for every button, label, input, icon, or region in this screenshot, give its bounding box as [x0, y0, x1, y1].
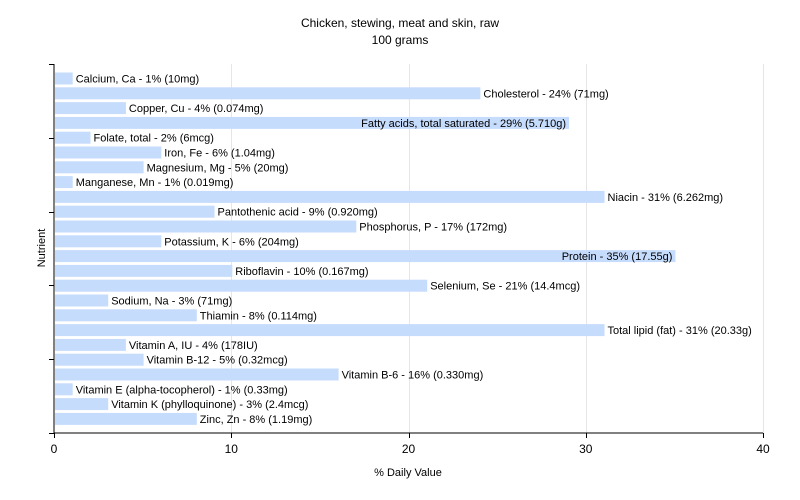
bar [55, 383, 73, 396]
bar [55, 235, 162, 248]
bar [55, 412, 197, 425]
x-axis-label: % Daily Value [374, 467, 442, 479]
bar-label: Vitamin K (phylloquinone) - 3% (2.4mcg) [111, 399, 308, 411]
bar-label: Cholesterol - 24% (71mg) [483, 88, 608, 100]
bar [55, 353, 144, 366]
bars [55, 72, 676, 425]
bar-label: Folate, total - 2% (6mcg) [94, 133, 214, 145]
bar [55, 264, 233, 277]
bar-label: Phosphorus, P - 17% (172mg) [359, 222, 507, 234]
bar-label: Potassium, K - 6% (204mg) [164, 236, 298, 248]
x-tick-label: 20 [402, 442, 416, 456]
bar [55, 72, 73, 85]
bar-label: Protein - 35% (17.55g) [562, 251, 673, 263]
bar [55, 87, 481, 100]
bar-label: Thiamin - 8% (0.114mg) [200, 310, 317, 322]
bar [55, 368, 339, 381]
bar [55, 250, 676, 263]
bar [55, 279, 428, 292]
bar [55, 294, 109, 307]
y-axis-label: Nutrient [36, 229, 48, 268]
x-tick-label: 0 [51, 442, 58, 456]
x-tick-label: 40 [756, 442, 770, 456]
bar [55, 176, 73, 189]
bar-label: Fatty acids, total saturated - 29% (5.71… [361, 118, 566, 130]
bar-label: Niacin - 31% (6.262mg) [608, 192, 724, 204]
bar-label: Pantothenic acid - 9% (0.920mg) [218, 207, 378, 219]
chart-title: Chicken, stewing, meat and skin, raw [301, 16, 499, 30]
axes [53, 64, 763, 434]
chart-subtitle: 100 grams [372, 33, 429, 47]
x-tick-label: 30 [579, 442, 593, 456]
y-axis-ticks [49, 64, 54, 434]
bar [55, 131, 91, 144]
x-tick-label: 10 [225, 442, 239, 456]
bar [55, 205, 215, 218]
bar-label: Vitamin E (alpha-tocopherol) - 1% (0.33m… [76, 384, 288, 396]
bar [55, 220, 357, 233]
bar-label: Vitamin A, IU - 4% (178IU) [129, 340, 258, 352]
bar-labels: Calcium, Ca - 1% (10mg) Cholesterol - 24%… [76, 74, 752, 426]
bar [55, 324, 605, 337]
bar-label: Zinc, Zn - 8% (1.19mg) [200, 414, 312, 426]
bar-label: Manganese, Mn - 1% (0.019mg) [76, 177, 234, 189]
bar-label: Magnesium, Mg - 5% (20mg) [147, 162, 289, 174]
x-axis-ticks: 0 10 20 30 40 [51, 433, 770, 456]
bar-label: Calcium, Ca - 1% (10mg) [76, 74, 199, 86]
bar [55, 309, 197, 322]
bar-label: Iron, Fe - 6% (1.04mg) [164, 148, 275, 160]
bar [55, 146, 162, 159]
bar-label: Vitamin B-12 - 5% (0.32mcg) [147, 355, 288, 367]
bar [55, 161, 144, 174]
bar-label: Sodium, Na - 3% (71mg) [111, 296, 232, 308]
bar [55, 102, 126, 115]
bar-label: Copper, Cu - 4% (0.074mg) [129, 103, 264, 115]
bar [55, 338, 126, 351]
bar-label: Selenium, Se - 21% (14.4mcg) [430, 281, 580, 293]
bar-label: Total lipid (fat) - 31% (20.33g) [608, 325, 752, 337]
bar [55, 116, 569, 129]
bar [55, 190, 605, 203]
bar-label: Vitamin B-6 - 16% (0.330mg) [342, 370, 484, 382]
bar [55, 398, 109, 411]
bar-label: Riboflavin - 10% (0.167mg) [235, 266, 368, 278]
